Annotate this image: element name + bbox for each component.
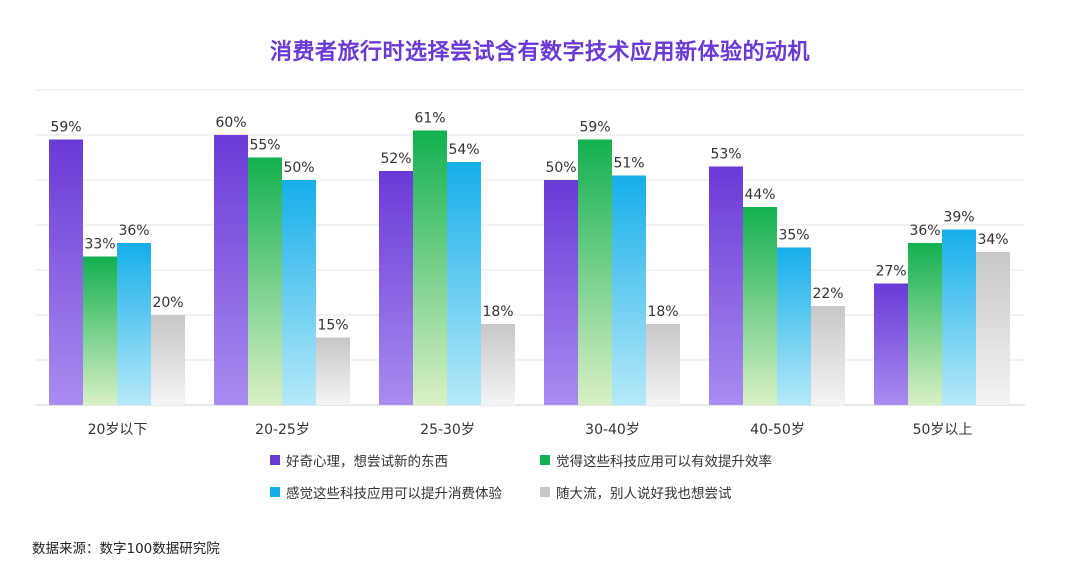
bar-series1-cat6: [874, 283, 908, 405]
bar-series3-cat2: [282, 180, 316, 405]
data-label-series3-cat1: 36%: [118, 223, 149, 239]
legend-item-2: 觉得这些科技应用可以有效提升效率: [540, 450, 840, 470]
legend-label-3: 感觉这些科技应用可以提升消费体验: [286, 486, 502, 502]
bar-series3-cat4: [612, 175, 646, 405]
bar-series1-cat3: [379, 171, 413, 405]
x-tick-labels: 20岁以下 20-25岁 25-30岁 30-40岁 40-50岁 50岁以上: [88, 422, 973, 438]
bar-series1-cat4: [544, 180, 578, 405]
data-label-series1-cat6: 27%: [875, 264, 906, 280]
data-label-series2-cat1: 33%: [84, 237, 115, 253]
bar-series3-cat5: [777, 247, 811, 405]
data-label-series1-cat1: 59%: [50, 120, 81, 136]
data-label-series3-cat2: 50%: [283, 160, 314, 176]
data-label-series3-cat6: 39%: [943, 210, 974, 226]
data-label-series3-cat3: 54%: [448, 142, 479, 158]
x-tick-label-5: 40-50岁: [750, 422, 805, 438]
data-label-series3-cat5: 35%: [778, 228, 809, 244]
bar-series4-cat1: [151, 315, 185, 405]
legend-swatch-2: [540, 455, 550, 465]
bar-series1-cat1: [49, 139, 83, 405]
data-label-series2-cat2: 55%: [249, 138, 280, 154]
legend-swatch-3: [270, 487, 280, 497]
data-label-series3-cat4: 51%: [613, 156, 644, 172]
bar-series2-cat3: [413, 130, 447, 405]
data-label-series4-cat3: 18%: [482, 304, 513, 320]
data-label-series1-cat3: 52%: [380, 151, 411, 167]
data-label-series4-cat5: 22%: [812, 286, 843, 302]
data-labels: 59%33%36%20%60%55%50%15%52%61%54%18%50%5…: [50, 111, 1008, 334]
data-label-series2-cat5: 44%: [744, 187, 775, 203]
data-label-series2-cat6: 36%: [909, 223, 940, 239]
bars: [49, 130, 1010, 405]
legend-item-4: 随大流，别人说好我也想尝试: [540, 482, 840, 502]
grid-lines: [35, 89, 1025, 406]
x-tick-label-1: 20岁以下: [88, 422, 148, 438]
data-source: 数据来源：数字100数据研究院: [32, 541, 220, 557]
bar-series4-cat4: [646, 324, 680, 405]
legend-label-2: 觉得这些科技应用可以有效提升效率: [556, 454, 772, 470]
legend-label-1: 好奇心理，想尝试新的东西: [286, 454, 448, 470]
data-label-series4-cat6: 34%: [977, 232, 1008, 248]
bar-series4-cat5: [811, 306, 845, 405]
bar-series2-cat4: [578, 139, 612, 405]
legend-item-3: 感觉这些科技应用可以提升消费体验: [270, 482, 540, 502]
data-label-series1-cat2: 60%: [215, 115, 246, 131]
x-tick-label-6: 50岁以上: [913, 422, 973, 438]
legend-label-4: 随大流，别人说好我也想尝试: [556, 486, 732, 502]
data-label-series1-cat4: 50%: [545, 160, 576, 176]
legend-swatch-4: [540, 487, 550, 497]
bar-series3-cat3: [447, 162, 481, 405]
data-label-series2-cat3: 61%: [414, 111, 445, 127]
data-label-series1-cat5: 53%: [710, 147, 741, 163]
bar-series2-cat6: [908, 243, 942, 405]
data-label-series2-cat4: 59%: [579, 120, 610, 136]
bar-series4-cat6: [976, 252, 1010, 405]
data-label-series4-cat1: 20%: [152, 295, 183, 311]
bar-series1-cat2: [214, 135, 248, 405]
legend-item-1: 好奇心理，想尝试新的东西: [270, 450, 540, 470]
bar-series3-cat6: [942, 229, 976, 405]
chart-title: 消费者旅行时选择尝试含有数字技术应用新体验的动机: [269, 40, 810, 65]
bar-series3-cat1: [117, 243, 151, 405]
data-label-series4-cat4: 18%: [647, 304, 678, 320]
bar-series4-cat2: [316, 337, 350, 405]
bar-series4-cat3: [481, 324, 515, 405]
x-tick-label-3: 25-30岁: [420, 422, 475, 438]
legend-swatch-1: [270, 455, 280, 465]
bar-series2-cat2: [248, 157, 282, 405]
bar-series2-cat5: [743, 207, 777, 405]
bar-series1-cat5: [709, 166, 743, 405]
x-tick-label-2: 20-25岁: [255, 422, 310, 438]
data-label-series4-cat2: 15%: [317, 318, 348, 334]
bar-series2-cat1: [83, 256, 117, 405]
legend: 好奇心理，想尝试新的东西 觉得这些科技应用可以有效提升效率 感觉这些科技应用可以…: [270, 450, 870, 502]
x-tick-label-4: 30-40岁: [585, 422, 640, 438]
